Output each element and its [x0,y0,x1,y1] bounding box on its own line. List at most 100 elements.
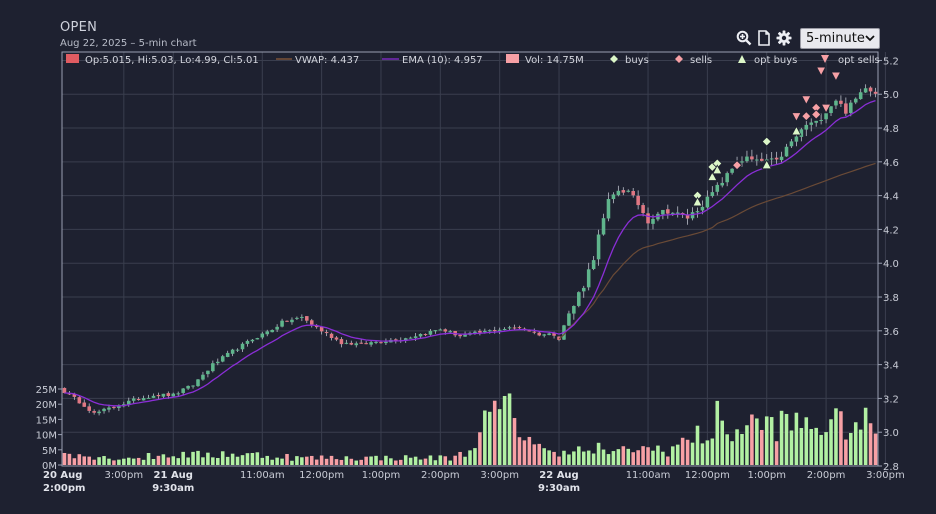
candle [295,317,299,319]
candle [705,196,710,208]
candle [151,395,156,398]
candle [725,173,729,183]
candle [666,209,670,214]
candle [814,120,818,123]
candle [567,313,571,326]
volume-bar [107,458,111,465]
candle [102,408,106,412]
time-tick-label: 21 Aug [154,470,193,481]
candle [438,329,443,331]
interval-select[interactable]: 5-minute [800,27,880,49]
volume-bar [547,450,551,465]
volume-bar [784,413,789,465]
candle [542,334,546,336]
candle [260,333,265,338]
candle [492,330,497,332]
volume-bar [468,450,472,465]
volume-bar [809,428,814,465]
volume-tick-label: 10M [36,431,57,442]
candle [300,316,304,318]
candle [586,269,591,288]
candles [62,84,878,416]
candle [141,398,146,401]
candle [606,199,611,219]
volume-bar [626,448,631,465]
candle [225,352,230,357]
candle [171,393,176,397]
volume-bar [216,457,220,465]
candle [255,338,260,340]
volume-bar [755,418,759,465]
volume-bar [670,446,675,465]
volume-bar [750,414,754,465]
candle [750,156,754,160]
price-tick-label: 4.2 [883,225,899,236]
volume-bar [764,416,769,465]
volume-bar [374,455,378,465]
volume-bar [611,451,616,465]
candle [384,341,388,344]
candle [730,168,734,173]
volume-bar [473,448,477,465]
volume-bar [621,446,626,465]
volume-bar [483,410,487,465]
candle [374,341,378,343]
time-tick-label: 1:00pm [362,470,401,481]
candle [131,398,136,401]
volume-bar [616,449,621,465]
candle [448,331,452,333]
price-tick-label: 4.4 [883,192,899,203]
candle [92,411,96,413]
volume-tick-label: 5M [42,446,57,457]
volume-bar [171,456,176,465]
volume-bar [844,439,848,465]
volume-bar [319,455,324,465]
candle [280,320,284,327]
candle [216,361,220,364]
buy-marker-diamond-icon [761,136,772,147]
candle [483,330,487,333]
legend-ema: EMA (10): 4.957 [402,55,483,66]
time-axis: 20 Aug 2:00pm 3:00pm 21 Aug 9:30am 11:00am 12:… [43,470,905,494]
document-icon[interactable] [756,30,772,46]
volume-bar [804,417,809,465]
opt-sell-marker-triangle-icon [801,95,812,106]
candle [755,159,759,161]
candle [403,338,408,341]
candle [443,329,448,332]
candle [126,400,131,405]
candle [794,136,799,142]
volume-bar [641,446,645,465]
volume-bar [433,460,438,465]
candle [379,342,383,344]
zoom-in-icon[interactable] [736,30,752,46]
time-tick-label: 1:00pm [747,470,786,481]
time-tick-label: 12:00pm [299,470,344,481]
candle [220,356,225,362]
volume-bar [685,439,690,465]
legend-buys: buys [625,55,649,66]
volume-bars [62,393,878,465]
volume-bar [141,459,146,465]
legend-vol-swatch [506,54,519,63]
trade-markers [692,66,842,207]
candle [488,330,492,332]
volume-bar [265,455,270,465]
opt-sell-marker-triangle-icon [820,103,832,114]
volume-bar [502,395,507,465]
volume-bar [636,450,640,465]
volume-bar [799,427,804,465]
volume-bar [720,420,724,465]
time-tick-label: 11:00am [240,470,285,481]
volume-bar [463,456,467,465]
volume-bar [735,429,739,465]
candle [715,184,720,192]
volume-bar [394,460,398,465]
price-tick-label: 5.0 [883,90,899,101]
volume-bar [868,423,873,465]
volume-bar [596,442,601,465]
candle [853,98,858,103]
time-tick-label: 2:00pm [807,470,846,481]
gear-icon[interactable] [776,30,792,46]
